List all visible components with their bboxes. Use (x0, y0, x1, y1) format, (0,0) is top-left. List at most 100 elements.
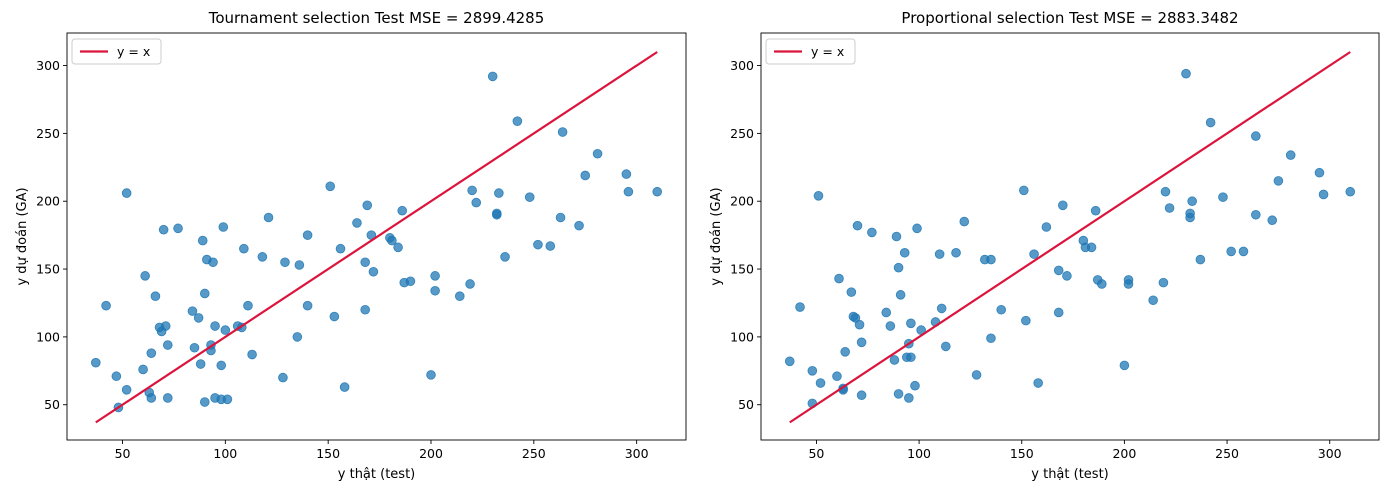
y-tick-label: 100 (36, 329, 60, 344)
scatter-point (815, 378, 826, 388)
scatter-point (199, 397, 210, 407)
scatter-point (146, 393, 157, 403)
scatter-point (292, 332, 303, 342)
x-tick-label: 250 (522, 446, 546, 461)
x-tick-label: 200 (1112, 446, 1136, 461)
x-tick-label: 300 (1318, 446, 1342, 461)
scatter-point (111, 371, 122, 382)
scatter-point (1158, 277, 1169, 288)
scatter-point (885, 321, 896, 331)
scatter-point (239, 243, 249, 254)
scatter-point (895, 290, 906, 300)
scatter-point (257, 252, 268, 262)
scatter-point (247, 349, 257, 360)
y-tick-label: 250 (36, 126, 60, 141)
scatter-point (430, 285, 440, 296)
scatter-point (302, 230, 313, 240)
scatter-point (1148, 295, 1158, 306)
identity-line (789, 51, 1351, 424)
scatter-point (146, 348, 157, 358)
scatter-point (218, 222, 229, 232)
chart-title: Tournament selection Test MSE = 2899.428… (208, 9, 545, 27)
x-tick-label: 150 (1010, 446, 1034, 461)
scatter-point (592, 148, 603, 159)
scatter-point (1086, 242, 1097, 253)
scatter-point (195, 359, 206, 369)
scatter-point (405, 276, 416, 287)
x-tick-label: 50 (808, 446, 824, 461)
y-axis-label: y dự đoán (GA) (15, 187, 30, 285)
y-tick-label: 250 (730, 126, 754, 141)
scatter-point (454, 291, 465, 301)
x-tick-label: 100 (213, 446, 237, 461)
scatter-point (971, 370, 982, 380)
scatter-point (140, 271, 150, 281)
y-tick-label: 100 (730, 329, 754, 344)
scatter-point (1019, 185, 1029, 196)
scatter-point (1251, 131, 1261, 141)
scatter-point (1205, 117, 1216, 128)
scatter-point (934, 249, 945, 259)
scatter-point (623, 186, 634, 197)
scatter-point (278, 372, 288, 383)
scatter-point (940, 341, 951, 352)
legend: y = x (765, 38, 856, 65)
x-tick-label: 100 (907, 446, 931, 461)
scatter-point (339, 382, 350, 392)
x-tick-label: 150 (316, 446, 340, 461)
scatter-point (1195, 254, 1206, 265)
scatter-point (621, 169, 632, 179)
scatter-point (325, 181, 336, 192)
scatter-point (189, 342, 200, 353)
scatter-point (393, 242, 403, 253)
scatter-point (557, 127, 568, 137)
scatter-point (910, 380, 920, 391)
scatter-point (263, 212, 274, 223)
legend-entry-label: y = x (811, 44, 844, 59)
y-tick-label: 150 (730, 262, 754, 277)
scatter-point (840, 347, 850, 357)
scatter-point (832, 371, 842, 382)
scatter-point (881, 307, 892, 318)
scatter-point (1285, 150, 1296, 160)
scatter-point (784, 356, 795, 367)
scatter-point (500, 252, 510, 262)
scatter-point (889, 355, 900, 365)
scatter-point (854, 319, 865, 330)
y-tick-label: 200 (730, 194, 754, 209)
scatter-series (784, 68, 1356, 409)
y-tick-label: 300 (730, 58, 754, 73)
scatter-point (101, 300, 111, 311)
scatter-point (986, 333, 996, 344)
scatter-point (846, 287, 857, 297)
scatter-point (574, 220, 584, 231)
scatter-point (1226, 246, 1236, 257)
scatter-point (494, 188, 504, 198)
proportional-scatter-panel: Proportional selection Test MSE = 2883.3… (709, 9, 1380, 482)
scatter-point (426, 370, 436, 380)
scatter-point (487, 71, 498, 82)
scatter-point (906, 318, 916, 329)
scatter-point (294, 260, 305, 270)
y-tick-label: 50 (44, 397, 60, 412)
legend-frame (765, 38, 856, 65)
scatter-point (150, 291, 161, 301)
y-tick-label: 150 (36, 262, 60, 277)
scatter-point (465, 279, 475, 289)
legend-frame (71, 38, 162, 65)
scatter-point (1181, 68, 1191, 79)
y-tick-label: 50 (738, 397, 754, 412)
scatter-point (1053, 265, 1064, 276)
scatter-point (360, 304, 370, 315)
scatter-point (280, 257, 290, 268)
scatter-point (222, 394, 233, 405)
scatter-point (1062, 271, 1072, 281)
y-axis-label: y dự đoán (GA) (709, 187, 724, 285)
scatter-point (512, 116, 523, 126)
scatter-point (138, 364, 148, 375)
x-axis-label: y thật (test) (338, 467, 415, 482)
scatter-point (121, 385, 132, 395)
scatter-point (1251, 209, 1261, 220)
